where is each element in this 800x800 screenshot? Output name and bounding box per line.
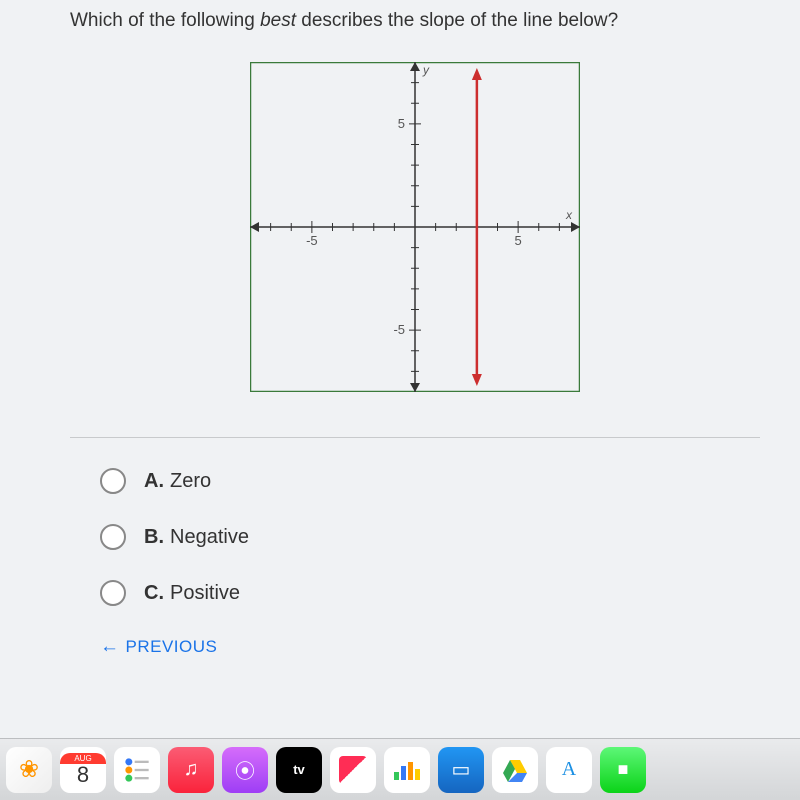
option-text: Negative (170, 526, 249, 549)
svg-text:y: y (422, 63, 430, 77)
tv-label: tv (293, 762, 305, 777)
option-c[interactable]: C. Positive (100, 580, 760, 606)
radio-icon (100, 580, 126, 606)
question-text: Which of the following best describes th… (70, 10, 760, 32)
svg-text:5: 5 (515, 233, 522, 248)
podcasts-app-icon[interactable]: ⦿ (222, 747, 268, 793)
option-text: Zero (170, 470, 211, 493)
facetime-app-icon[interactable] (600, 747, 646, 793)
svg-text:-5: -5 (306, 233, 318, 248)
music-app-icon[interactable]: ♫ (168, 747, 214, 793)
option-letter: B. (144, 526, 164, 549)
question-suffix: describes the slope of the line below? (296, 10, 618, 31)
svg-text:-5: -5 (393, 322, 405, 337)
divider (70, 437, 760, 438)
numbers-app-icon[interactable] (384, 747, 430, 793)
option-letter: C. (144, 582, 164, 605)
previous-button[interactable]: ← PREVIOUS (70, 636, 760, 658)
previous-label: PREVIOUS (126, 637, 218, 657)
arrow-left-icon: ← (100, 636, 120, 658)
radio-icon (100, 468, 126, 494)
dock: AUG 8 ♫ ⦿ tv (0, 738, 800, 800)
keynote-app-icon[interactable] (438, 747, 484, 793)
svg-text:x: x (565, 208, 573, 222)
photos-app-icon[interactable] (6, 747, 52, 793)
tv-app-icon[interactable]: tv (276, 747, 322, 793)
reminders-app-icon[interactable] (114, 747, 160, 793)
calendar-app-icon[interactable]: AUG 8 (60, 747, 106, 793)
option-a[interactable]: A. Zero (100, 468, 760, 494)
coordinate-chart: -5 5 5 -5 x y (250, 62, 580, 397)
svg-text:5: 5 (398, 116, 405, 131)
calendar-day: 8 (77, 764, 89, 786)
options-group: A. Zero B. Negative C. Positive (70, 468, 760, 606)
option-letter: A. (144, 470, 164, 493)
question-prefix: Which of the following (70, 10, 260, 31)
drive-app-icon[interactable] (492, 747, 538, 793)
freeform-app-icon[interactable] (546, 747, 592, 793)
option-text: Positive (170, 582, 240, 605)
news-app-icon[interactable] (330, 747, 376, 793)
question-italic: best (260, 10, 296, 31)
radio-icon (100, 524, 126, 550)
option-b[interactable]: B. Negative (100, 524, 760, 550)
